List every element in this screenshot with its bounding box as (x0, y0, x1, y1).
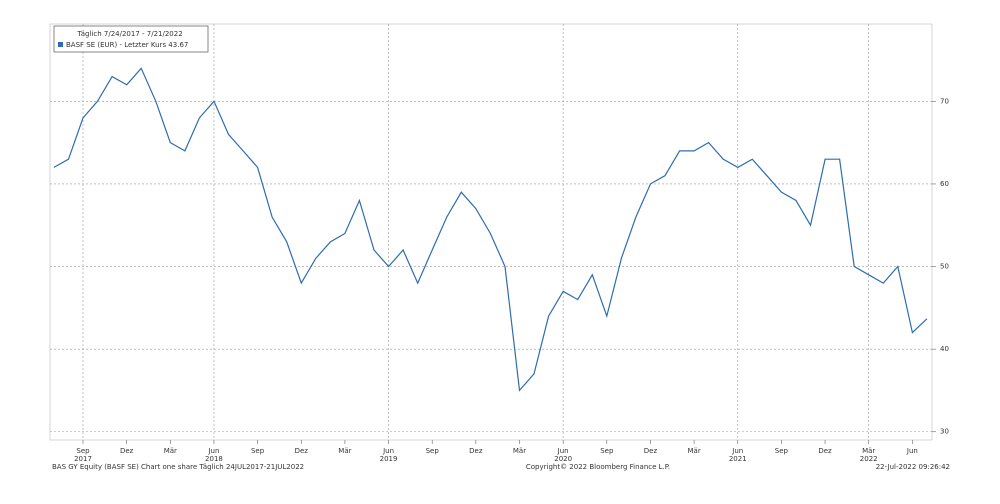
y-tick-label: 40 (940, 345, 949, 353)
y-tick-label: 70 (940, 97, 949, 105)
x-tick-label: Mär (513, 447, 526, 455)
x-tick-label: Dez (469, 447, 483, 455)
x-tick-label: Mär (862, 447, 875, 455)
x-tick-label: Dez (295, 447, 309, 455)
x-tick-label: Sep (426, 447, 440, 455)
x-tick-label: Dez (120, 447, 134, 455)
x-tick-label: Jun (731, 447, 743, 455)
x-year-label: 2022 (860, 455, 878, 463)
footer-timestamp: 22-Jul-2022 09:26:42 (876, 463, 950, 471)
x-tick-label: Sep (76, 447, 90, 455)
y-tick-label: 50 (940, 263, 949, 271)
footer-source: BAS GY Equity (BASF SE) Chart one share … (52, 463, 304, 471)
plot-frame (49, 23, 933, 441)
x-year-label: 2017 (74, 455, 92, 463)
x-tick-label: Sep (600, 447, 614, 455)
x-tick-label: Mär (687, 447, 700, 455)
x-year-label: 2021 (729, 455, 747, 463)
x-year-label: 2018 (205, 455, 223, 463)
x-tick-label: Dez (644, 447, 658, 455)
legend-box (53, 25, 209, 53)
y-tick-label: 30 (940, 428, 949, 436)
x-tick-label: Jun (382, 447, 394, 455)
legend-title: Täglich 7/24/2017 - 7/21/2022 (76, 30, 182, 38)
y-tick-label: 60 (940, 180, 949, 188)
x-tick-label: Jun (906, 447, 918, 455)
legend-label: BASF SE (EUR) - Letzter Kurs 43.67 (66, 41, 188, 49)
x-tick-label: Sep (251, 447, 265, 455)
x-tick-label: Mär (338, 447, 351, 455)
footer-copyright: Copyright© 2022 Bloomberg Finance L.P. (526, 463, 670, 471)
price-line (53, 67, 928, 392)
x-tick-label: Mär (164, 447, 177, 455)
x-tick-label: Jun (557, 447, 569, 455)
x-tick-label: Dez (818, 447, 832, 455)
x-tick-label: Sep (775, 447, 789, 455)
x-tick-label: Jun (207, 447, 219, 455)
x-year-label: 2019 (380, 455, 398, 463)
legend-swatch (58, 42, 63, 47)
x-year-label: 2020 (554, 455, 572, 463)
